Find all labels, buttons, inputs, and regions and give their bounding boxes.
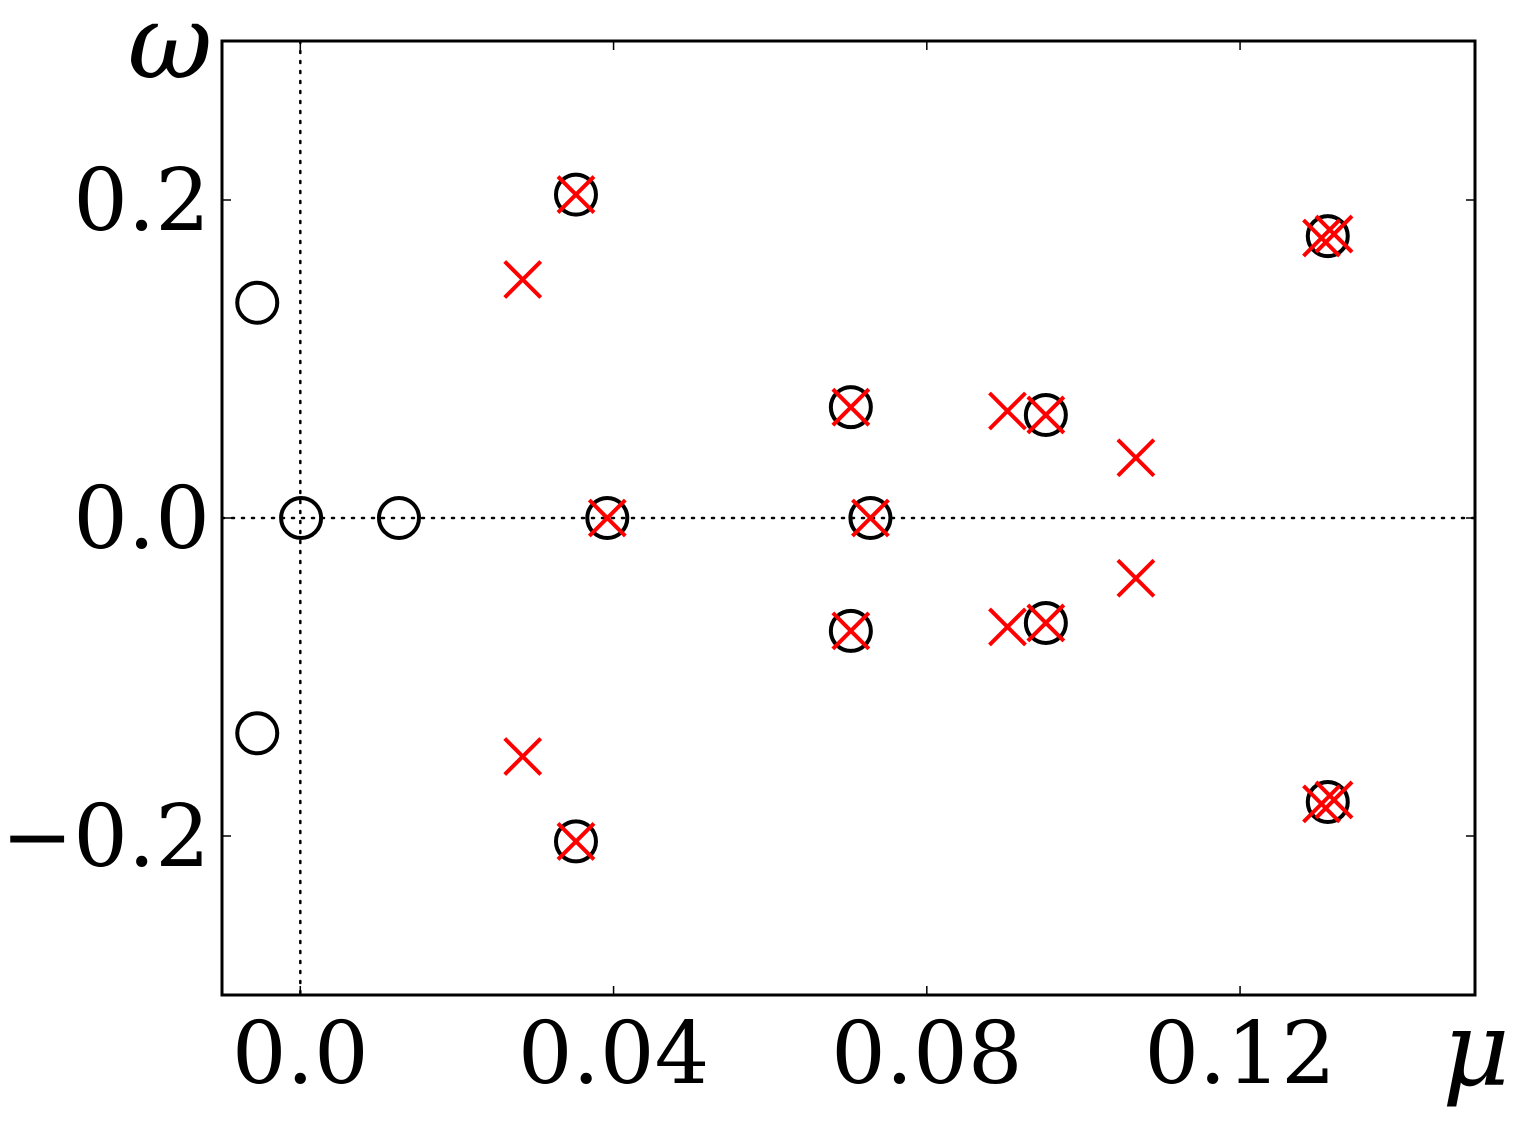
circle-marker — [1023, 600, 1068, 645]
x-marker — [556, 821, 596, 861]
x-marker — [503, 737, 543, 776]
x-tick-label: 0.04 — [518, 1004, 709, 1104]
x-marker — [988, 391, 1027, 431]
x-marker — [1314, 780, 1354, 820]
y-tick-label: 0.2 — [73, 151, 210, 251]
circle-marker — [235, 711, 280, 756]
x-marker — [1302, 218, 1341, 258]
circle-marker — [585, 496, 630, 540]
x-tick-label: 0.12 — [1144, 1004, 1335, 1104]
y-tick-labels: 0.2 0.0 −0.2 — [1, 151, 210, 887]
circle-marker — [828, 385, 873, 430]
x-marker — [1026, 603, 1066, 643]
circle-marker — [279, 496, 324, 540]
x-marker — [1302, 784, 1341, 824]
x-tick-label: 0.08 — [831, 1004, 1022, 1104]
data-markers — [235, 172, 1354, 864]
y-tick-label: 0.0 — [73, 469, 210, 569]
x-tick-label: 0.0 — [232, 1004, 369, 1104]
y-tick-label: −0.2 — [1, 787, 210, 887]
x-marker — [831, 387, 871, 427]
circle-marker — [828, 608, 873, 653]
circle-marker — [235, 280, 280, 325]
circle-marker — [376, 496, 421, 540]
circle-marker — [1305, 779, 1350, 824]
circle-marker — [553, 819, 598, 864]
x-marker — [1314, 214, 1354, 254]
circle-marker — [848, 496, 893, 540]
x-marker — [988, 607, 1027, 647]
plot-frame — [220, 39, 1477, 997]
circle-marker — [1305, 214, 1350, 259]
x-tick-labels: 0.0 0.04 0.08 0.12 — [232, 1004, 1336, 1104]
x-marker — [831, 611, 871, 651]
x-marker — [556, 175, 596, 215]
circle-marker — [1023, 392, 1068, 437]
x-marker — [587, 498, 627, 538]
circle-marker — [553, 172, 598, 217]
x-marker — [1116, 438, 1156, 478]
reference-lines — [220, 39, 1477, 997]
x-axis-label: μ — [1442, 988, 1510, 1110]
x-marker — [1026, 395, 1066, 435]
x-marker — [851, 498, 890, 538]
x-marker — [1116, 558, 1156, 598]
y-axis-label: ω — [128, 0, 213, 103]
x-marker — [503, 260, 543, 299]
